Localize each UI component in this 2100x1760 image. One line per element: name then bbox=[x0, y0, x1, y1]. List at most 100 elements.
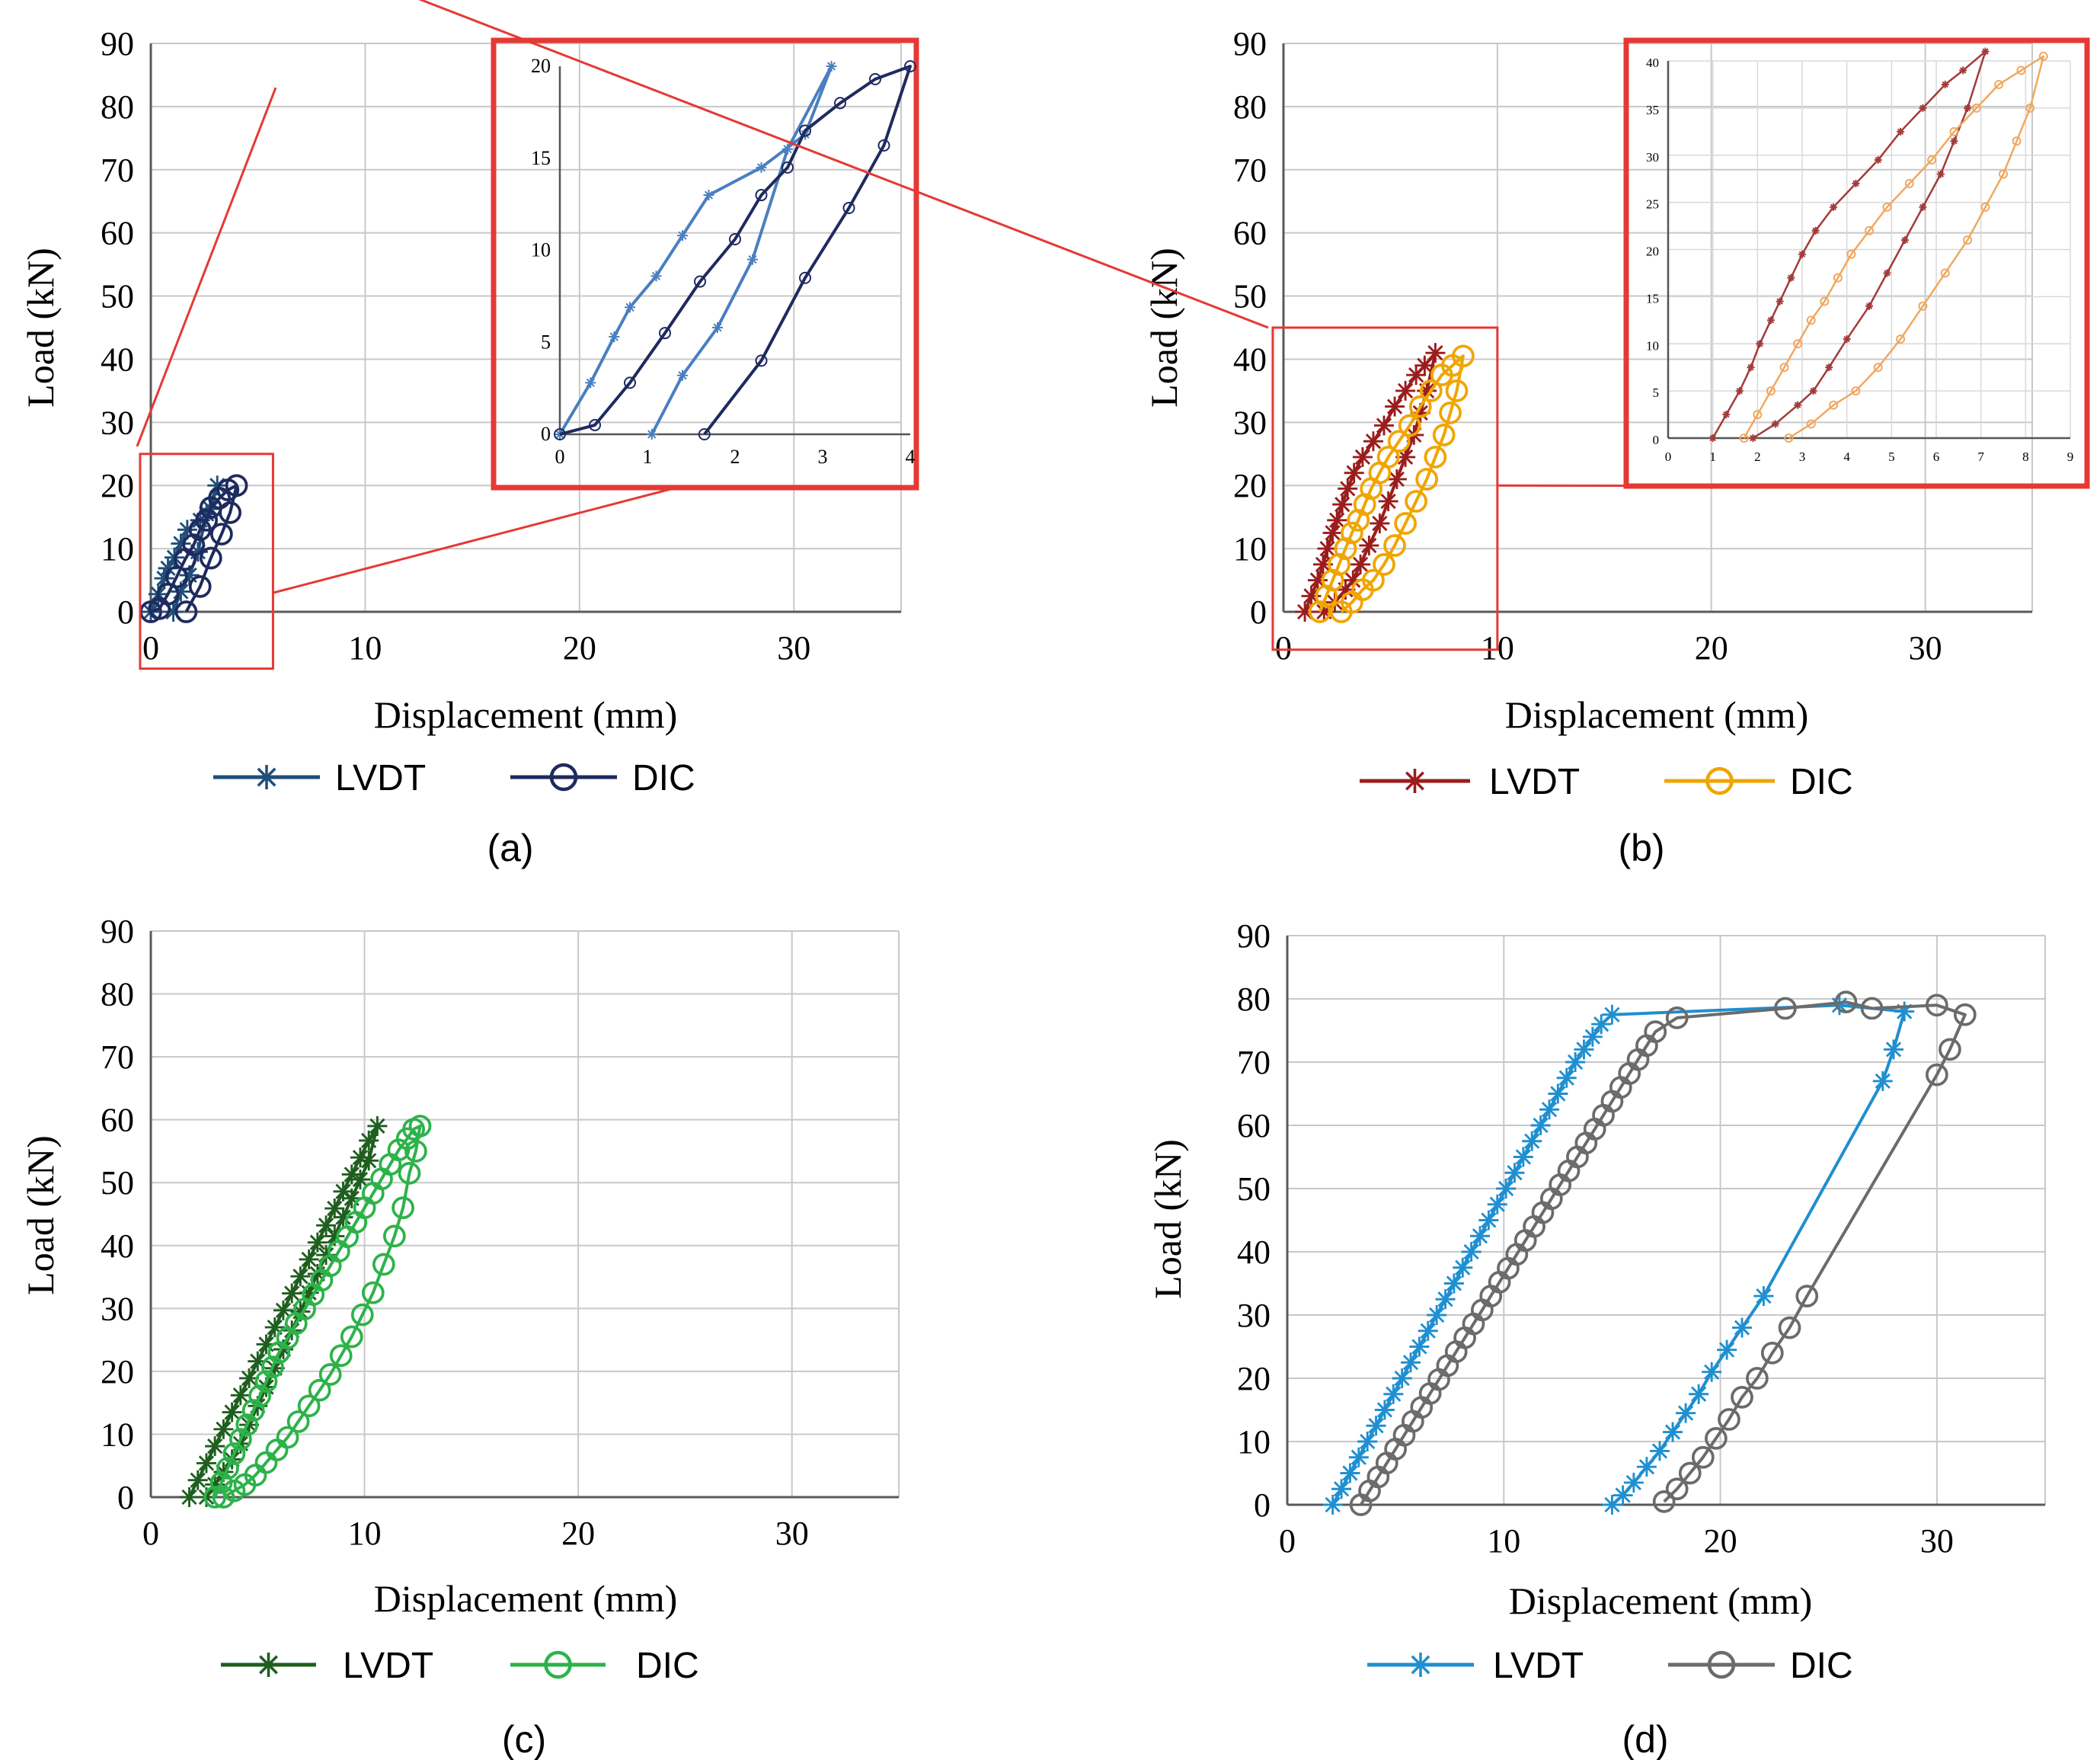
b-point-dic bbox=[1439, 402, 1462, 424]
b-inset-point-lvdt bbox=[1981, 47, 1990, 56]
b-y-tick-label: 20 bbox=[1233, 467, 1267, 504]
b-inset-point-dic bbox=[1829, 400, 1839, 410]
c-point-dic bbox=[361, 1281, 385, 1304]
b-point-lvdt bbox=[1307, 570, 1328, 590]
d-point-lvdt bbox=[1522, 1131, 1542, 1151]
b-legend-label-dic: DIC bbox=[1790, 762, 1853, 802]
c-x-tick-label: 20 bbox=[561, 1515, 595, 1552]
b-inset-point-dic bbox=[1980, 202, 1990, 212]
b-inset-point-lvdt bbox=[1865, 302, 1873, 310]
b-point-lvdt bbox=[1370, 513, 1390, 533]
a-point-dic bbox=[165, 565, 188, 589]
a-inset-point-lvdt bbox=[585, 377, 596, 389]
d-point-lvdt bbox=[1513, 1147, 1533, 1167]
b-inset-point-dic bbox=[1949, 126, 1959, 136]
c-point-lvdt bbox=[359, 1150, 379, 1171]
b-x-tick-label: 20 bbox=[1695, 629, 1728, 667]
a-x-tick-label: 10 bbox=[348, 629, 382, 667]
d-x-tick-label: 30 bbox=[1920, 1522, 1954, 1560]
b-inset-point-lvdt bbox=[1919, 104, 1927, 112]
b-inset-y-tick-label: 0 bbox=[1653, 433, 1660, 447]
b-inset-point-dic bbox=[1927, 155, 1937, 165]
b-inset-y-tick-label: 35 bbox=[1646, 103, 1659, 117]
a-x-tick-label: 0 bbox=[142, 629, 159, 667]
d-x-tick-label: 0 bbox=[1279, 1522, 1296, 1560]
a-legend-marker-dic bbox=[549, 763, 578, 792]
b-y-tick-label: 30 bbox=[1233, 404, 1267, 441]
c-point-lvdt bbox=[307, 1232, 328, 1253]
a-y-tick-label: 40 bbox=[101, 341, 134, 378]
d-point-lvdt bbox=[1504, 1163, 1525, 1183]
b-point-lvdt bbox=[1322, 523, 1343, 543]
d-point-lvdt bbox=[1418, 1320, 1438, 1341]
d-point-dic bbox=[1795, 1285, 1819, 1307]
c-y-tick-label: 40 bbox=[101, 1227, 134, 1265]
a-inset-frame bbox=[491, 37, 919, 491]
c-point-dic bbox=[222, 1442, 246, 1465]
c-point-lvdt bbox=[213, 1419, 234, 1439]
c-point-dic bbox=[261, 1355, 284, 1378]
c-point-dic bbox=[248, 1384, 271, 1407]
a-y-tick-label: 90 bbox=[101, 25, 134, 62]
a-legend: LVDT DIC bbox=[213, 758, 695, 798]
c-point-dic bbox=[229, 1428, 252, 1451]
c-point-lvdt bbox=[290, 1266, 311, 1287]
b-point-lvdt bbox=[1344, 462, 1364, 483]
a-y-tick-label: 30 bbox=[101, 404, 134, 441]
b-point-dic bbox=[1329, 600, 1353, 623]
b-inset-point-lvdt bbox=[1843, 335, 1851, 344]
a-inset-point-lvdt bbox=[625, 302, 635, 313]
b-legend-label-lvdt: LVDT bbox=[1489, 762, 1580, 802]
d-point-lvdt bbox=[1602, 1004, 1622, 1025]
d-point-lvdt bbox=[1717, 1339, 1737, 1360]
b-inset-point-lvdt bbox=[1941, 80, 1949, 88]
b-y-tick-label: 50 bbox=[1233, 278, 1267, 315]
b-point-lvdt bbox=[1374, 415, 1395, 436]
b-point-lvdt bbox=[1352, 446, 1373, 467]
b-y-tick-label: 40 bbox=[1233, 341, 1267, 378]
d-point-lvdt bbox=[1829, 995, 1849, 1016]
b-point-dic bbox=[1341, 521, 1363, 545]
a-inset-point-dic bbox=[755, 189, 768, 202]
a-inset-point-dic bbox=[729, 233, 741, 246]
b-inset-x-tick-label: 9 bbox=[2067, 450, 2074, 464]
b-inset-x-tick-label: 3 bbox=[1799, 450, 1806, 464]
c-point-dic bbox=[340, 1325, 363, 1349]
d-point-lvdt bbox=[1383, 1384, 1404, 1404]
d-y-tick-label: 30 bbox=[1237, 1297, 1271, 1334]
b-inset-frame bbox=[1623, 37, 2090, 489]
c-point-dic bbox=[212, 1486, 235, 1509]
a-inset-point-dic bbox=[799, 124, 811, 137]
c-point-dic bbox=[241, 1399, 265, 1422]
c-point-lvdt bbox=[359, 1130, 379, 1150]
b-inset-point-dic bbox=[1793, 339, 1803, 349]
d-series-dic bbox=[1349, 990, 1977, 1516]
d-point-lvdt bbox=[1556, 1067, 1577, 1088]
d-point-lvdt bbox=[1435, 1289, 1456, 1310]
d-point-dic bbox=[1746, 1367, 1769, 1390]
b-inset-x-tick-label: 2 bbox=[1754, 450, 1761, 464]
b-point-dic bbox=[1419, 379, 1443, 402]
b-x-axis-title: Displacement (mm) bbox=[1505, 693, 1809, 736]
c-series-dic bbox=[203, 1115, 432, 1509]
c-point-dic bbox=[398, 1161, 421, 1185]
b-point-lvdt bbox=[1363, 431, 1383, 452]
b-point-dic bbox=[1452, 344, 1475, 368]
b-inset-point-dic bbox=[1766, 386, 1776, 396]
b-inset-x-tick-label: 8 bbox=[2022, 450, 2029, 464]
d-point-lvdt bbox=[1427, 1305, 1447, 1325]
b-inset-y-tick-label: 40 bbox=[1646, 56, 1659, 70]
c-x-tick-label: 0 bbox=[142, 1515, 159, 1552]
b-line-dic bbox=[1318, 354, 1465, 613]
d-point-lvdt bbox=[1461, 1242, 1482, 1262]
b-point-lvdt bbox=[1338, 478, 1358, 499]
d-point-lvdt bbox=[1649, 1441, 1670, 1461]
d-point-lvdt bbox=[1340, 1463, 1360, 1483]
a-inset-y-tick-label: 5 bbox=[541, 331, 551, 353]
a-point-dic bbox=[174, 600, 198, 623]
d-point-lvdt bbox=[1702, 1362, 1722, 1382]
a-inset-point-dic bbox=[782, 161, 794, 174]
a-y-tick-label: 80 bbox=[101, 88, 134, 126]
